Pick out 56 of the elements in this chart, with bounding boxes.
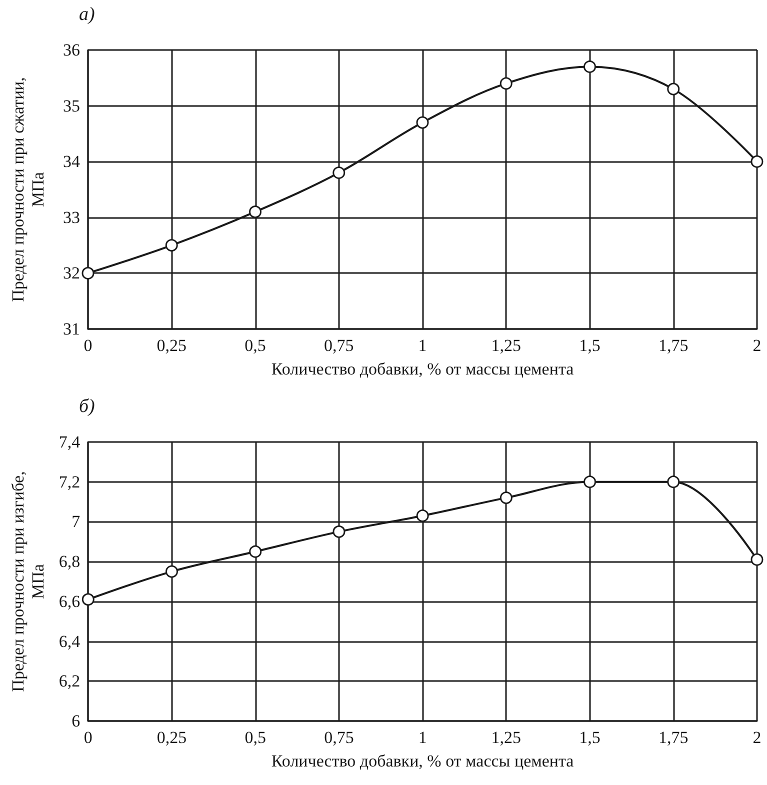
- x-axis-title: Количество добавки, % от массы цемента: [271, 752, 574, 770]
- x-tick-label: 0,75: [324, 728, 354, 747]
- x-tick-label: 0,5: [244, 336, 266, 355]
- point: [500, 77, 512, 90]
- x-tick-label: 0,5: [244, 728, 266, 747]
- y-tick-label: 7: [72, 512, 81, 532]
- y-tick-label: 35: [63, 96, 80, 116]
- point: [750, 155, 764, 168]
- point: [584, 60, 596, 73]
- point: [165, 239, 178, 252]
- y-tick-label: 32: [63, 264, 80, 283]
- y-tick-label: 6,8: [58, 552, 80, 572]
- point: [500, 492, 512, 504]
- y-tick-label: 6,2: [58, 672, 80, 691]
- point: [667, 476, 680, 488]
- x-tick-label: 1: [418, 728, 427, 747]
- point: [667, 82, 680, 96]
- point: [332, 525, 346, 538]
- point: [82, 593, 94, 606]
- x-tick-label: 1: [418, 336, 427, 355]
- y-tick-label: 33: [63, 208, 80, 227]
- y-tick-label: 6: [72, 712, 80, 730]
- x-tick-label: 1,5: [579, 728, 600, 747]
- point: [82, 266, 94, 280]
- y-tick-label: 6,6: [58, 592, 80, 611]
- x-tick-label: 1,75: [658, 336, 688, 355]
- y-tick-label: 34: [63, 152, 80, 172]
- y-axis-title: Предел прочности при сжатии, МПа: [8, 77, 48, 302]
- point: [166, 565, 178, 578]
- x-tick-label: 1,25: [491, 728, 522, 747]
- chart-title: а): [79, 4, 95, 25]
- point: [584, 476, 596, 488]
- x-tick-label: 1,5: [579, 336, 600, 355]
- point: [249, 545, 262, 558]
- x-tick-label: 0,25: [156, 336, 186, 355]
- x-tick-label: 0,75: [324, 336, 354, 355]
- y-tick-label: 7,4: [58, 432, 81, 452]
- point: [416, 116, 429, 129]
- y-tick-label: 36: [63, 40, 80, 60]
- x-axis-title: Количество добавки, % от массы цемента: [271, 360, 574, 378]
- y-tick-label: 31: [63, 320, 80, 338]
- y-tick-label: 7,2: [58, 472, 80, 492]
- x-tick-label: 1,25: [491, 336, 521, 355]
- x-tick-label: 0: [84, 728, 92, 747]
- x-tick-label: 0,25: [156, 728, 187, 747]
- x-tick-label: 0: [84, 336, 92, 355]
- y-axis-title: Предел прочности при изгибе, МПа: [8, 471, 48, 692]
- point: [332, 166, 346, 180]
- x-tick-label: 1,75: [658, 728, 688, 747]
- point: [416, 509, 429, 522]
- y-tick-label: 6,4: [58, 632, 81, 651]
- x-tick-label: 2: [752, 336, 762, 355]
- x-tick-label: 2: [752, 728, 762, 747]
- chart-title: б): [79, 396, 95, 417]
- point: [249, 206, 262, 218]
- point: [750, 553, 764, 566]
